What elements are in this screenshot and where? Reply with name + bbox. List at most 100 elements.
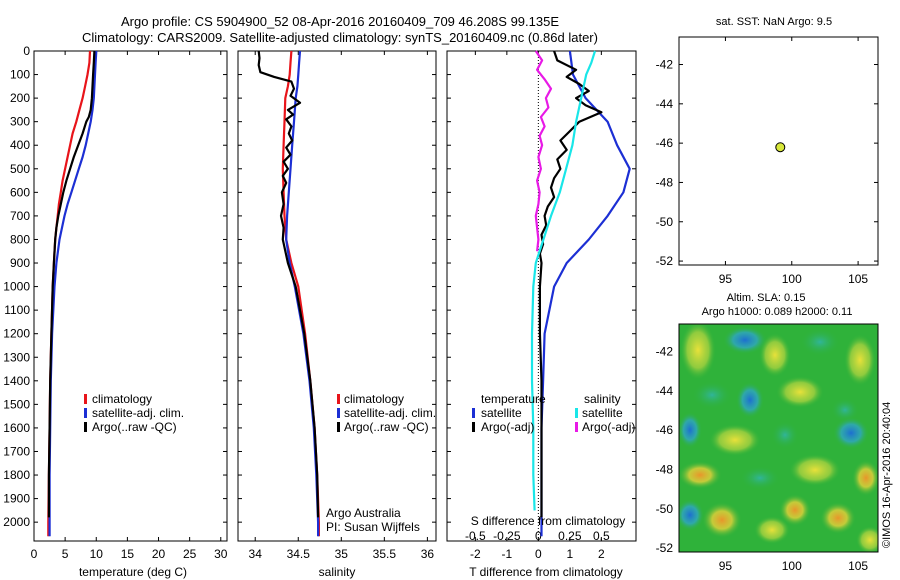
- plot-layer: 0100200300400500600700800900100011001200…: [3, 37, 878, 573]
- top-axis-tick-label: 0.5: [593, 529, 610, 543]
- x-tick-label: 15: [121, 547, 135, 561]
- x-tick-label: 34.5: [287, 547, 311, 561]
- depth-tick-label: 1800: [3, 468, 30, 482]
- x-tick-label: -2: [470, 547, 481, 561]
- x-tick-label: 0: [31, 547, 38, 561]
- depth-tick-label: 400: [10, 138, 30, 152]
- salinity-xlabel: salinity: [319, 565, 356, 579]
- salinity-legend: climatology satellite-adj. clim. Argo(..…: [337, 392, 436, 434]
- sst-map-title: sat. SST: NaN Argo: 9.5: [716, 16, 832, 28]
- x-tick-label: 1: [567, 547, 574, 561]
- map-y-tick-label: -50: [656, 215, 674, 229]
- salinity-panel-frame: [237, 50, 437, 542]
- map-y-tick-label: -48: [656, 175, 674, 189]
- argo-position-marker: [775, 142, 786, 153]
- depth-tick-label: 500: [10, 162, 30, 176]
- depth-tick-label: 300: [10, 115, 30, 129]
- figure-title-line1: Argo profile: CS 5904900_52 08-Apr-2016 …: [121, 14, 559, 29]
- map-y-tick-label: -52: [656, 254, 674, 268]
- x-tick-label: -1: [502, 547, 513, 561]
- top-axis-tick-label: -0.5: [465, 529, 486, 543]
- depth-tick-label: 0: [23, 44, 30, 58]
- sla-map-title1: Altim. SLA: 0.15: [727, 292, 806, 304]
- depth-tick-label: 1300: [3, 350, 30, 364]
- map-y-tick-label: -42: [656, 345, 674, 359]
- legend-swatch-sal-satellite: [575, 408, 578, 418]
- x-tick-label: 35.5: [373, 547, 397, 561]
- depth-tick-label: 200: [10, 91, 30, 105]
- temperature-legend: climatology satellite-adj. clim. Argo(..…: [84, 392, 184, 434]
- depth-tick-label: 1500: [3, 397, 30, 411]
- legend-swatch-temp-satellite: [472, 408, 475, 418]
- legend-label: climatology: [344, 392, 404, 406]
- legend-title-temperature: temperature: [481, 392, 546, 406]
- legend-swatch-satellite: [337, 408, 340, 418]
- legend-swatch-climatology: [337, 394, 340, 404]
- difference-legend: temperature salinity satellite Argo(-adj…: [472, 392, 635, 434]
- depth-tick-label: 1900: [3, 492, 30, 506]
- legend-swatch-argo: [84, 422, 87, 432]
- legend-swatch-climatology: [84, 394, 87, 404]
- series-line-salinity-satellite: [530, 50, 597, 511]
- sla-heatmap: [679, 324, 878, 552]
- x-tick-label: 0: [535, 547, 542, 561]
- depth-tick-label: 1000: [3, 280, 30, 294]
- top-axis-tick-label: 0: [535, 529, 542, 543]
- x-tick-label: 20: [152, 547, 166, 561]
- depth-tick-label: 900: [10, 256, 30, 270]
- x-tick-label: 10: [90, 547, 104, 561]
- map-x-tick-label: 100: [782, 559, 802, 573]
- legend-label: Argo(-adj): [582, 420, 635, 434]
- series-line-argo-raw-qc-: [47, 50, 96, 518]
- map-x-tick-label: 100: [782, 272, 802, 286]
- legend-swatch-satellite: [84, 408, 87, 418]
- map-x-tick-label: 95: [719, 559, 733, 573]
- map-y-tick-label: -46: [656, 136, 674, 150]
- figure-title-line2: Climatology: CARS2009. Satellite-adjuste…: [82, 30, 598, 45]
- legend-label: satellite-adj. clim.: [344, 406, 436, 420]
- difference-top-axis-label: S difference from climatology: [471, 514, 626, 528]
- legend-label: satellite: [481, 406, 522, 420]
- map-x-tick-label: 105: [848, 272, 868, 286]
- depth-tick-label: 100: [10, 68, 30, 82]
- depth-tick-label: 600: [10, 185, 30, 199]
- series-line-temperature-satellite: [540, 50, 631, 537]
- legend-title-salinity: salinity: [584, 392, 621, 406]
- sla-map-side-label: ©IMOS 16-Apr-2016 20:40:04: [881, 402, 893, 548]
- salinity-annotation-1: Argo Australia: [326, 506, 401, 520]
- difference-panel-frame: [446, 50, 637, 542]
- x-tick-label: 5: [62, 547, 69, 561]
- series-line-satellite-adj-clim-: [48, 50, 98, 537]
- legend-label: Argo(..raw -QC): [92, 420, 177, 434]
- legend-label: Argo(-adj): [481, 420, 534, 434]
- series-line-temperature-argo-adj-: [538, 50, 603, 518]
- depth-tick-label: 1200: [3, 327, 30, 341]
- legend-swatch-argo: [337, 422, 340, 432]
- depth-tick-label: 1600: [3, 421, 30, 435]
- map-y-tick-label: -48: [656, 462, 674, 476]
- legend-label: satellite: [582, 406, 623, 420]
- x-tick-label: 30: [214, 547, 228, 561]
- sst-map-frame: [678, 36, 879, 266]
- x-tick-label: 34: [249, 547, 263, 561]
- depth-tick-label: 1700: [3, 444, 30, 458]
- legend-label: Argo(..raw -QC): [344, 420, 429, 434]
- map-y-tick-label: -42: [656, 58, 674, 72]
- series-line-satellite-adj-clim-: [285, 50, 320, 537]
- map-y-tick-label: -44: [656, 97, 674, 111]
- depth-tick-label: 1400: [3, 374, 30, 388]
- map-x-tick-label: 105: [848, 559, 868, 573]
- depth-tick-label: 800: [10, 232, 30, 246]
- depth-tick-label: 700: [10, 209, 30, 223]
- difference-xlabel: T difference from climatology: [469, 565, 623, 579]
- salinity-annotation-2: PI: Susan Wijffels: [326, 520, 420, 534]
- legend-swatch-temp-argo: [472, 422, 475, 432]
- sla-map-title2: Argo h1000: 0.089 h2000: 0.11: [702, 306, 853, 318]
- legend-label: climatology: [92, 392, 152, 406]
- top-axis-tick-label: -0.25: [493, 529, 521, 543]
- legend-swatch-sal-argo: [575, 422, 578, 432]
- depth-tick-label: 2000: [3, 515, 30, 529]
- x-tick-label: 2: [598, 547, 605, 561]
- map-y-tick-label: -50: [656, 502, 674, 516]
- series-line-salinity-argo-adj-: [534, 50, 553, 252]
